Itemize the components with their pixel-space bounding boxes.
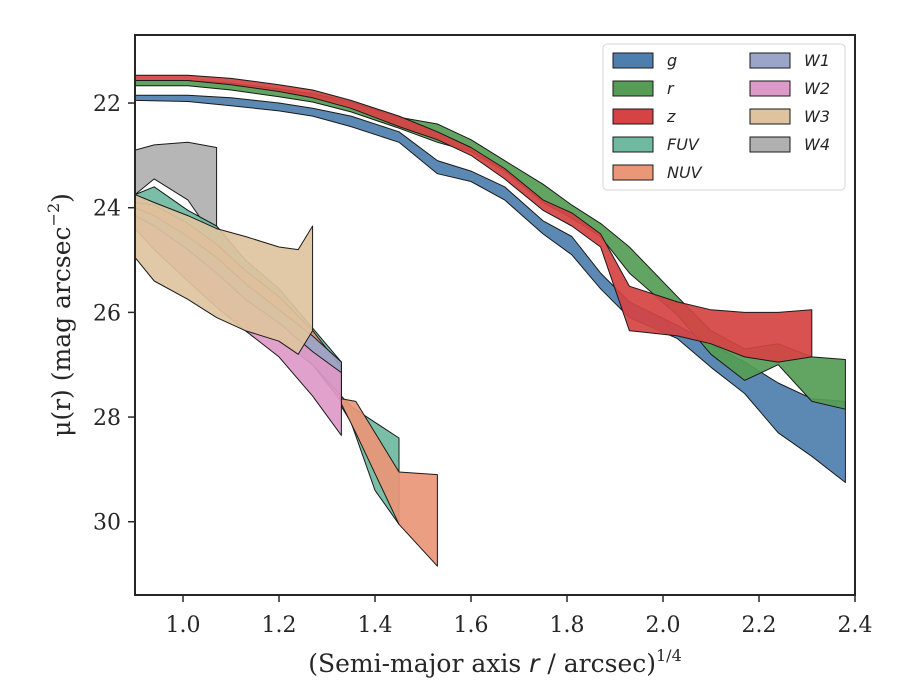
y-axis-label: μ(r) (mag arcsec−2)	[44, 193, 76, 437]
y-axis-label-tail: )	[47, 193, 76, 203]
x-tick-label: 2.4	[838, 613, 873, 638]
legend-label-r: r	[667, 79, 675, 98]
axes-layer	[134, 34, 856, 596]
x-tick-label: 1.8	[550, 613, 585, 638]
y-tick-label: 24	[93, 197, 121, 222]
legend: grz FUV NUV W1 W2 W3 W4	[602, 43, 846, 191]
legend-label-g: g	[667, 51, 677, 70]
y-ticks: 22 24 26 28 30	[93, 92, 135, 536]
legend-label-w2: W2	[804, 79, 830, 98]
legend-swatch-w1	[749, 52, 791, 69]
plot-frame	[134, 34, 856, 596]
band-z	[134, 74, 813, 363]
y-tick-label: 26	[93, 301, 121, 326]
legend-swatch-w3	[749, 108, 791, 125]
legend-swatch-g	[612, 52, 654, 69]
legend-swatch-w4	[749, 136, 791, 153]
y-axis-label-exponent: −2	[44, 203, 63, 227]
x-axis-label: (Semi-major axis r / arcsec)1/4	[308, 646, 682, 678]
x-tick-label: 1.4	[358, 613, 393, 638]
y-tick-label: 22	[93, 92, 121, 117]
band-g	[134, 94, 846, 483]
y-tick-label: 28	[93, 406, 121, 431]
x-tick-label: 1.6	[454, 613, 489, 638]
x-ticks: 1.0 1.2 1.4 1.6 1.8 2.0 2.2 2.4	[166, 595, 873, 638]
x-axis-label-text-end: / arcsec)	[539, 649, 656, 678]
legend-swatch-fuv	[612, 136, 654, 153]
x-tick-label: 2.2	[742, 613, 777, 638]
legend-label-fuv: FUV	[667, 135, 700, 154]
bands-layer	[134, 74, 846, 567]
legend-swatch-z	[612, 108, 654, 125]
legend-swatch-w2	[749, 80, 791, 97]
x-axis-label-prefix: (Semi-major axis r / arcsec)	[308, 649, 656, 678]
legend-label-z: z	[666, 107, 676, 126]
x-axis-label-text: (Semi-major axis	[308, 649, 529, 678]
x-axis-label-variable: r	[529, 649, 541, 678]
y-tick-label: 30	[93, 511, 121, 536]
band-w3	[134, 194, 314, 355]
x-axis-label-exponent: 1/4	[656, 646, 682, 665]
x-tick-label: 1.2	[262, 613, 297, 638]
legend-label-w4: W4	[804, 135, 830, 154]
legend-swatch-r	[612, 80, 654, 97]
y-axis-label-main: μ(r) (mag arcsec	[47, 226, 76, 436]
legend-label-w1: W1	[804, 51, 830, 70]
x-tick-label: 1.0	[166, 613, 201, 638]
x-tick-label: 2.0	[646, 613, 681, 638]
band-r	[134, 80, 846, 410]
legend-label-nuv: NUV	[667, 163, 703, 182]
legend-swatch-nuv	[612, 164, 654, 181]
legend-label-w3: W3	[804, 107, 830, 126]
